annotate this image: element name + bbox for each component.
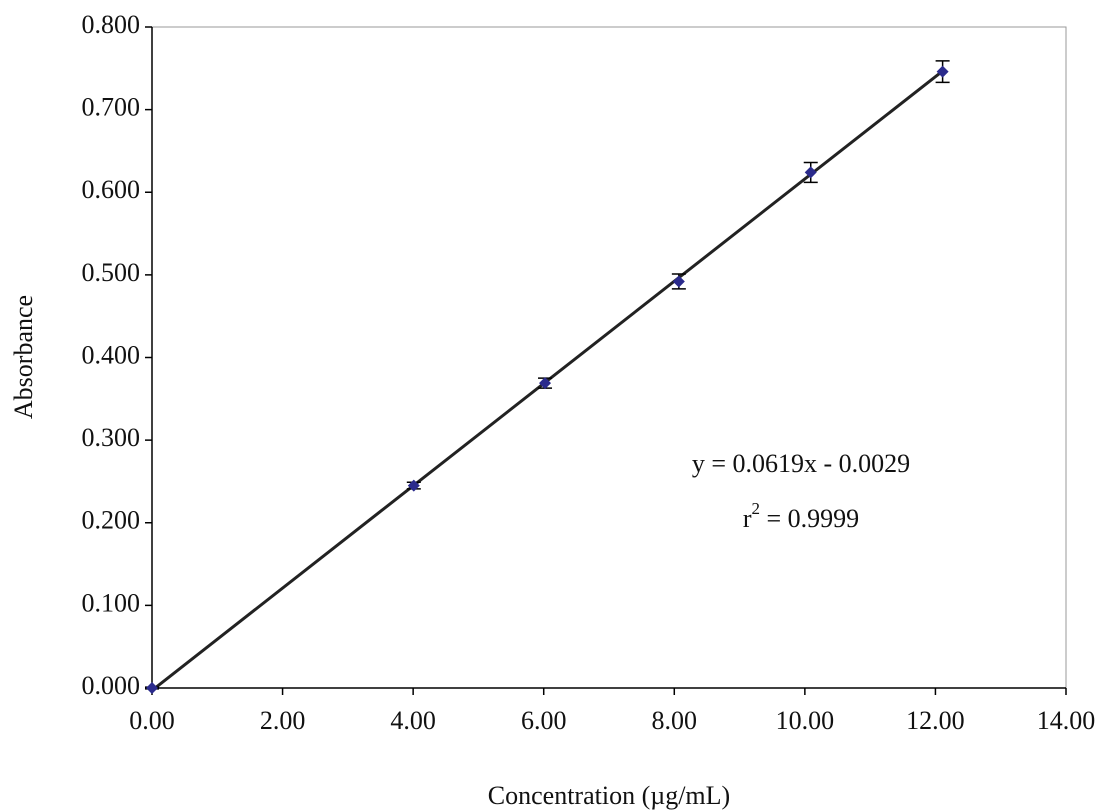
- chart: Concentration (µg/mL) Absorbance y = 0.0…: [0, 0, 1105, 812]
- y-tick-label: 0.600: [82, 175, 141, 204]
- x-tick-label: 8.00: [652, 706, 698, 735]
- y-tick-label: 0.800: [82, 10, 141, 39]
- y-tick-label: 0.100: [82, 588, 141, 617]
- x-tick-label: 10.00: [776, 706, 835, 735]
- r-squared: r2 = 0.9999: [743, 499, 859, 533]
- marker: [673, 275, 685, 287]
- x-tick-label: 2.00: [260, 706, 306, 735]
- x-axis-title: Concentration (µg/mL): [488, 781, 730, 810]
- superscript: 2: [752, 499, 761, 518]
- y-tick-label: 0.200: [82, 506, 141, 535]
- y-tick-label: 0.500: [82, 258, 141, 287]
- r-value: = 0.9999: [760, 504, 859, 533]
- y-axis-title: Absorbance: [9, 295, 38, 419]
- x-tick-label: 12.00: [906, 706, 965, 735]
- x-tick-label: 4.00: [390, 706, 436, 735]
- y-tick-label: 0.400: [82, 340, 141, 369]
- plot-area: [152, 27, 1066, 688]
- y-tick-label: 0.300: [82, 423, 141, 452]
- y-tick-label: 0.000: [82, 671, 141, 700]
- r-symbol: r: [743, 504, 752, 533]
- y-tick-label: 0.700: [82, 93, 141, 122]
- marker: [146, 682, 158, 694]
- x-tick-label: 6.00: [521, 706, 567, 735]
- x-tick-label: 14.00: [1037, 706, 1096, 735]
- equation: y = 0.0619x - 0.0029: [692, 449, 910, 478]
- x-tick-label: 0.00: [129, 706, 175, 735]
